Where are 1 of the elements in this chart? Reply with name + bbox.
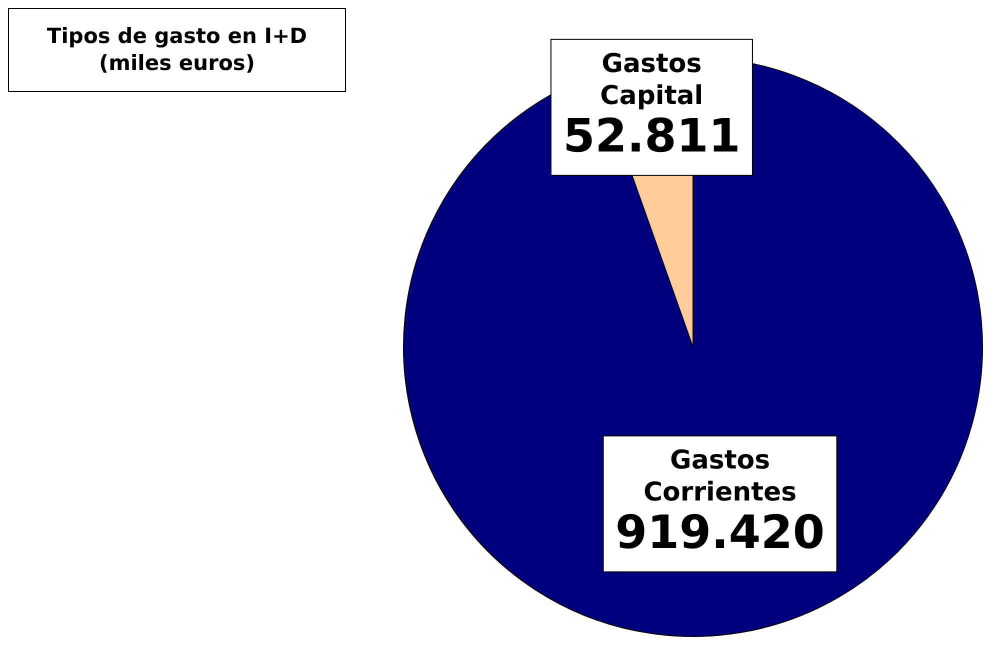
- text: Tipos de gasto en I+D (miles euros): [8, 8, 346, 92]
